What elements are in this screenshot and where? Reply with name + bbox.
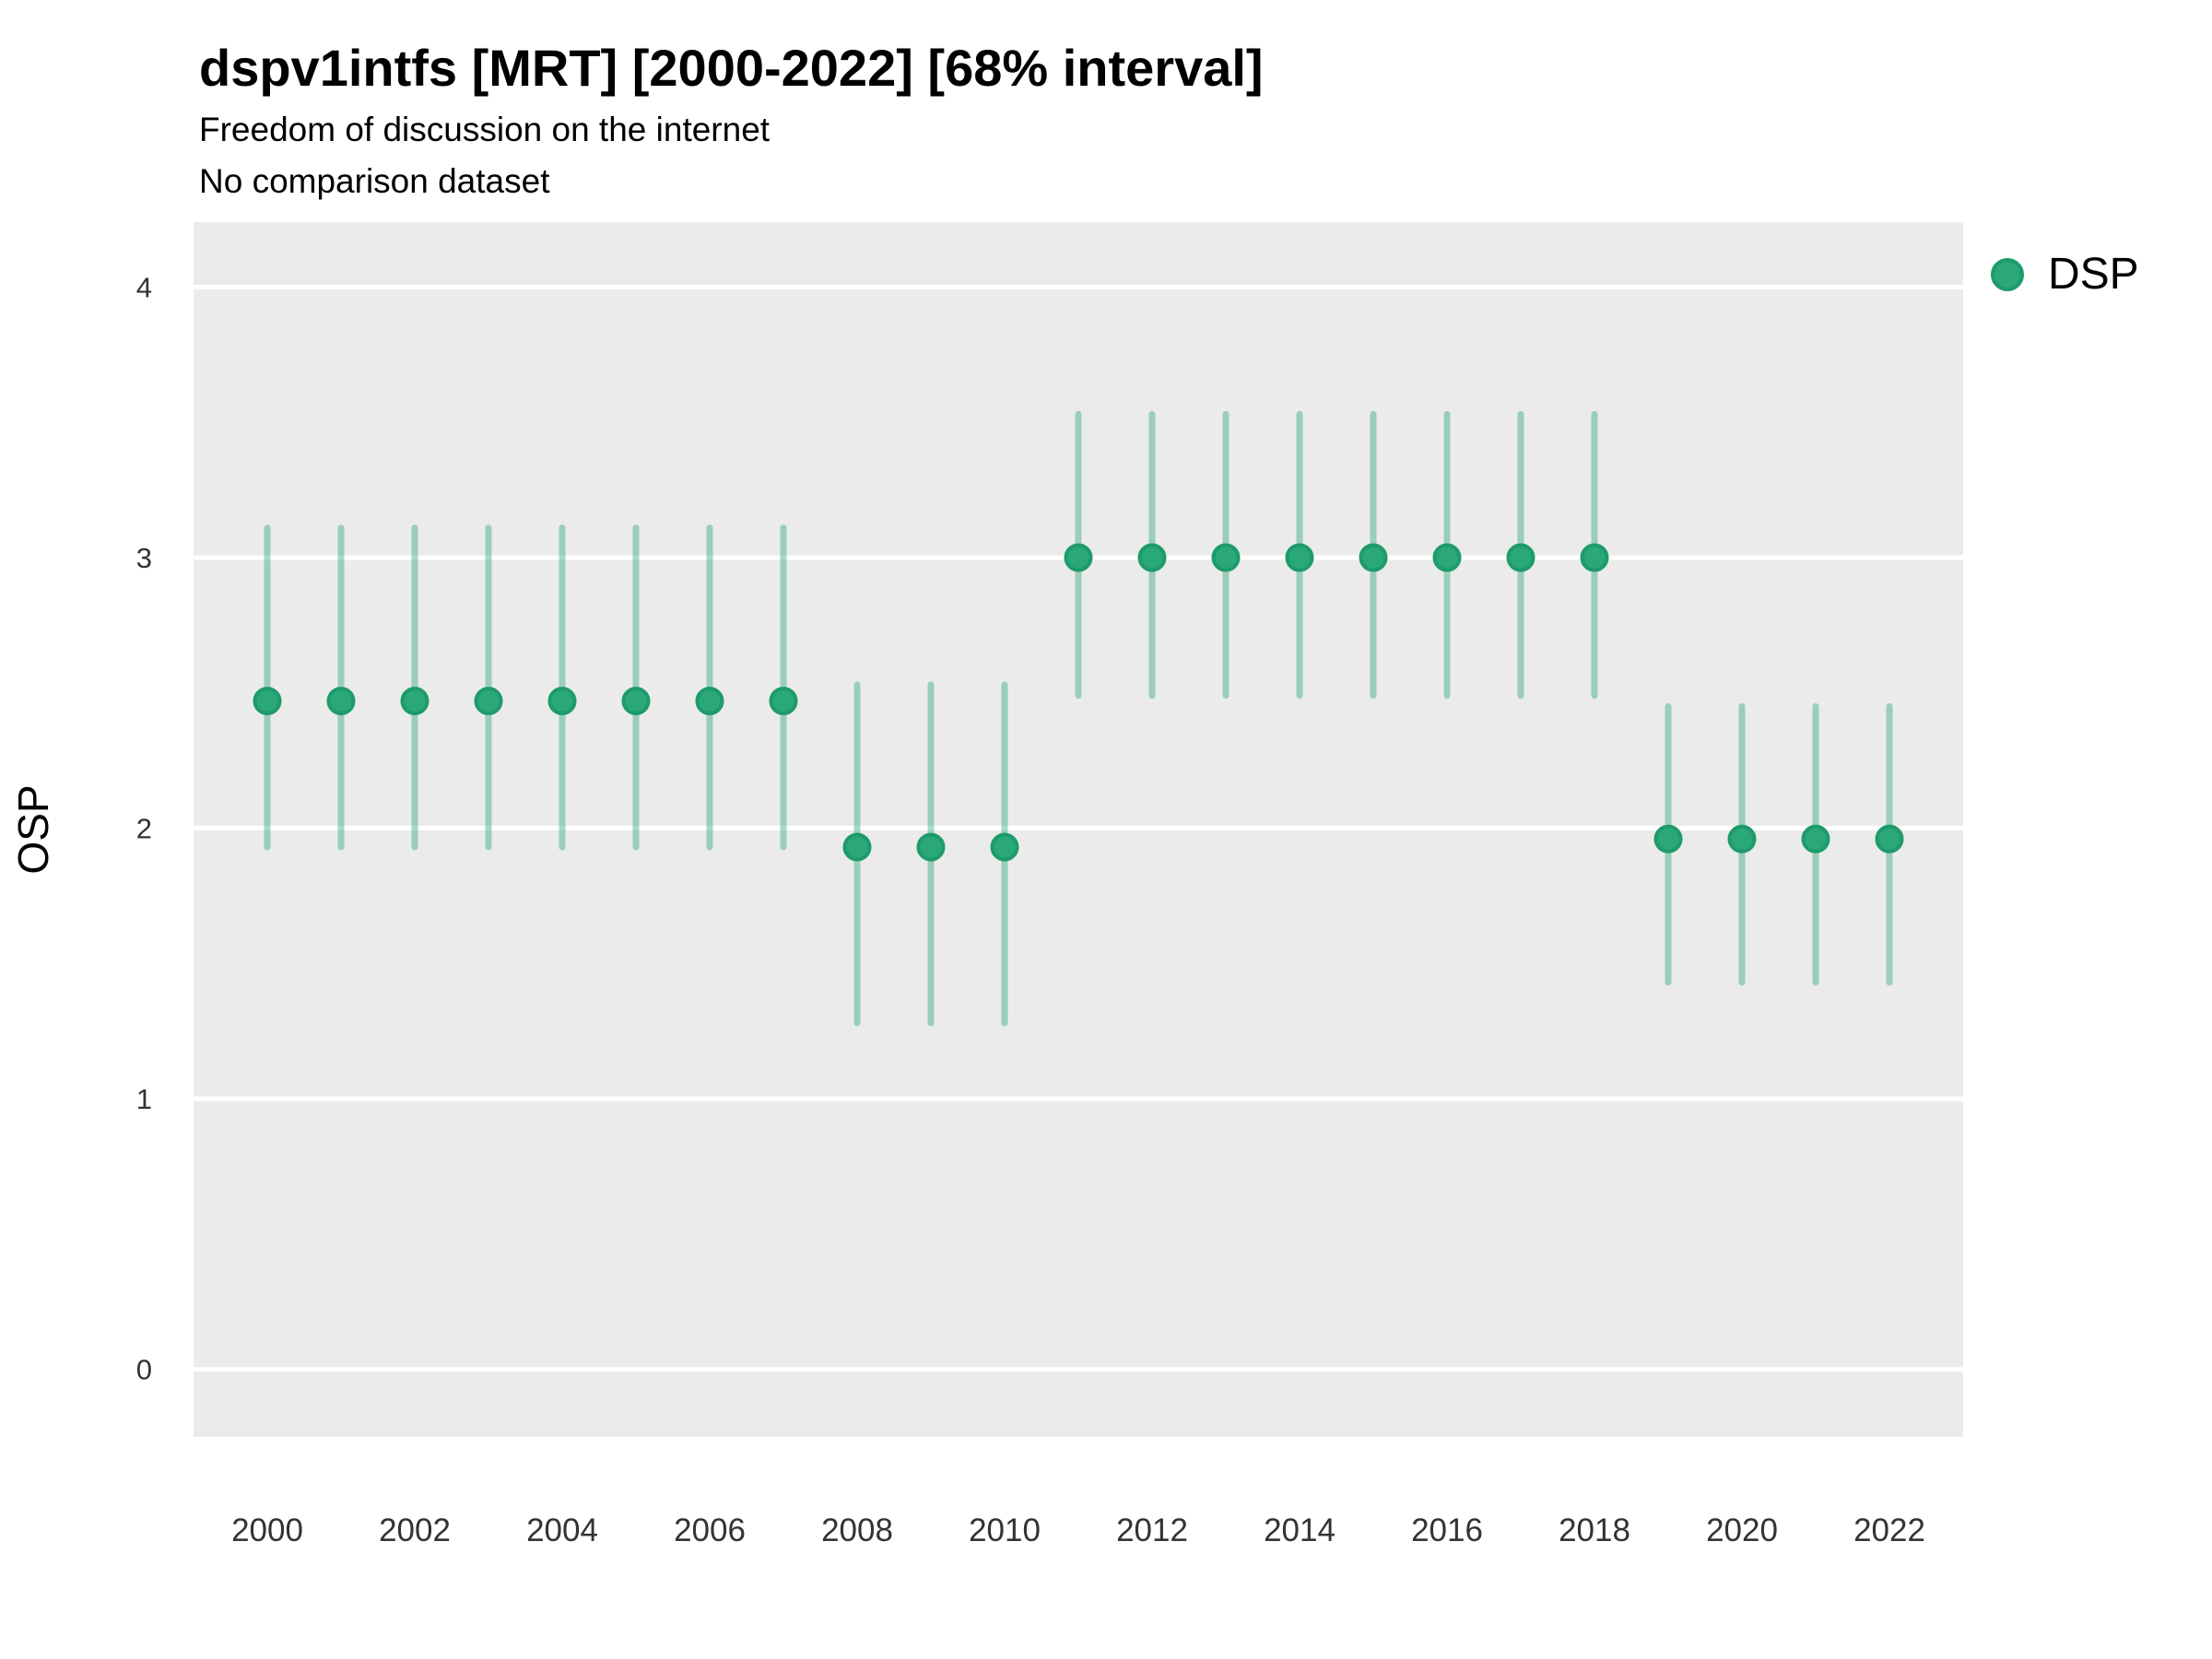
data-point [1432, 543, 1462, 572]
x-tick-label: 2004 [526, 1512, 598, 1548]
data-point [769, 687, 798, 716]
x-tick-label: 2018 [1559, 1512, 1630, 1548]
y-tick-label: 2 [136, 813, 152, 845]
data-point [1211, 543, 1241, 572]
data-point [326, 687, 356, 716]
data-point [1875, 824, 1904, 853]
data-point [1727, 824, 1757, 853]
x-tick-label: 2010 [969, 1512, 1041, 1548]
data-point [621, 687, 651, 716]
y-tick-label: 4 [136, 271, 152, 303]
x-tick-label: 2002 [379, 1512, 451, 1548]
data-point [842, 832, 872, 862]
x-tick-label: 2014 [1264, 1512, 1335, 1548]
x-tick-label: 2000 [231, 1512, 303, 1548]
data-point [695, 687, 724, 716]
legend: DSP [1991, 253, 2139, 297]
data-point [916, 832, 946, 862]
data-point [1801, 824, 1830, 853]
y-tick-label: 0 [136, 1354, 152, 1386]
x-tick-label: 2008 [821, 1512, 893, 1548]
data-point [253, 687, 282, 716]
chart-title: dspv1intfs [MRT] [2000-2022] [68% interv… [199, 39, 1264, 97]
data-point [547, 687, 577, 716]
data-point [400, 687, 429, 716]
data-point [1580, 543, 1609, 572]
y-axis-title: OSP [9, 784, 57, 874]
y-tick-label: 1 [136, 1083, 152, 1115]
legend-marker-dsp-icon [1991, 258, 2024, 291]
chart-subtitle: Freedom of discussion on the internet [199, 111, 771, 148]
legend-label-dsp: DSP [2048, 250, 2139, 299]
y-tick-label: 3 [136, 542, 152, 574]
data-point [990, 832, 1019, 862]
data-point [1285, 543, 1314, 572]
x-tick-label: 2012 [1116, 1512, 1188, 1548]
data-point [1137, 543, 1167, 572]
data-point [1359, 543, 1388, 572]
x-tick-label: 2022 [1853, 1512, 1925, 1548]
data-point [1506, 543, 1535, 572]
x-tick-label: 2016 [1411, 1512, 1483, 1548]
data-point [1064, 543, 1093, 572]
chart-note: No comparison dataset [199, 162, 550, 200]
x-tick-label: 2020 [1706, 1512, 1778, 1548]
x-tick-label: 2006 [674, 1512, 746, 1548]
data-point [1653, 824, 1683, 853]
data-point [474, 687, 503, 716]
